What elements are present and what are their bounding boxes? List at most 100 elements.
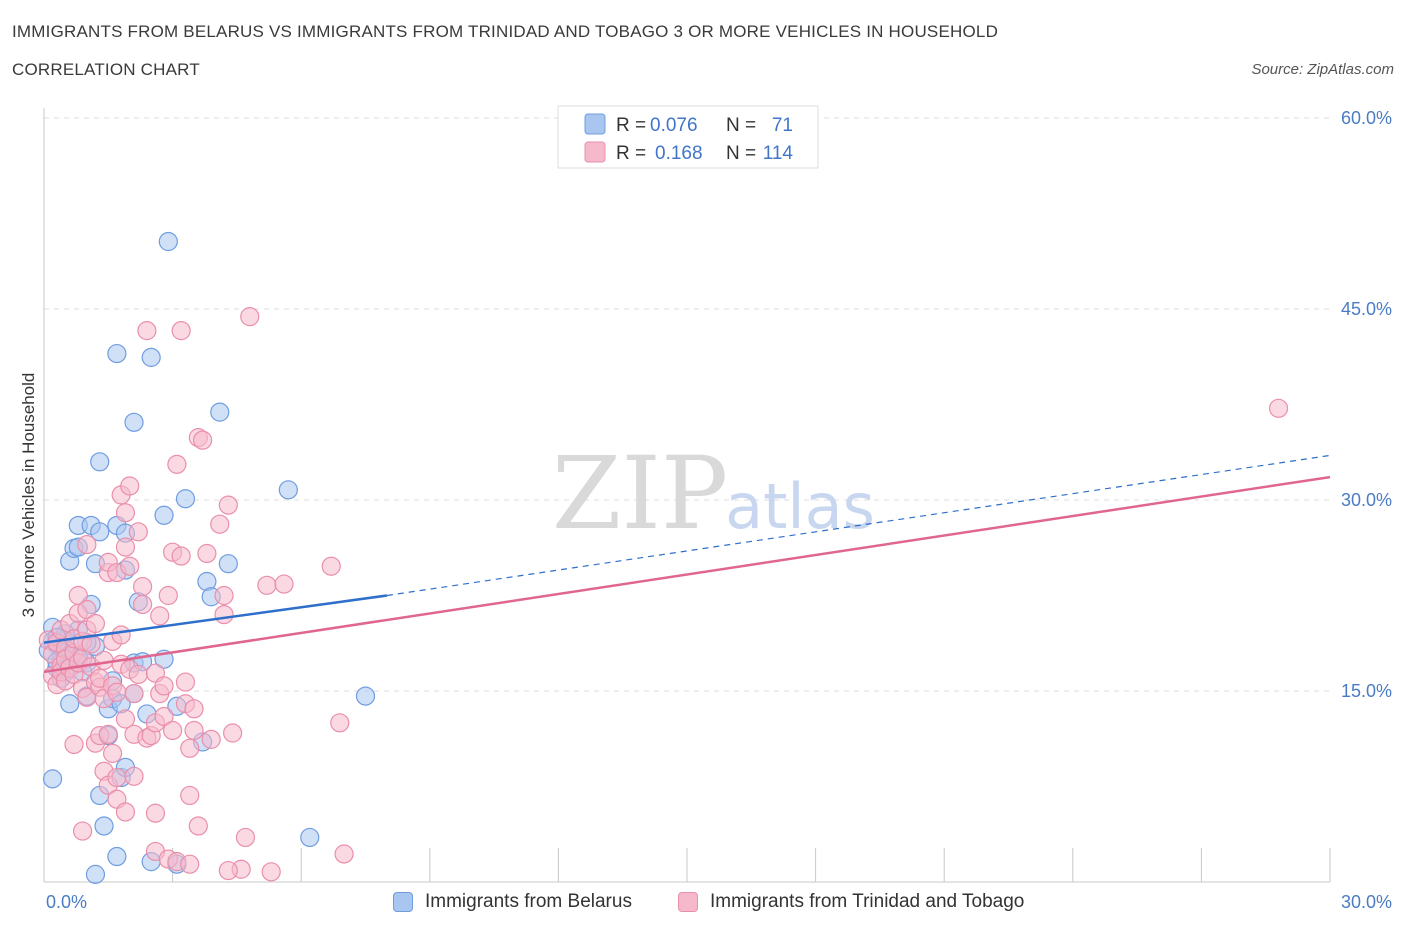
trinidad-point-77 <box>154 676 174 696</box>
belarus-point-47 <box>158 231 178 252</box>
trinidad-point-104 <box>235 827 256 848</box>
trinidad-point-88 <box>180 738 200 758</box>
trinidad-point-78 <box>158 585 178 606</box>
source-credit: Source: ZipAtlas.com <box>1251 61 1394 78</box>
legend-swatch-belarus <box>584 113 606 135</box>
trinidad-point-45 <box>102 743 123 763</box>
trinidad-point-112 <box>1268 398 1289 418</box>
trinidad-point-63 <box>128 664 148 685</box>
trinidad-point-71 <box>145 803 166 823</box>
belarus-point-24 <box>94 816 114 836</box>
trinidad-point-102 <box>223 723 243 743</box>
trinidad-point-42 <box>98 724 118 744</box>
trend-trinidad <box>43 475 1331 674</box>
belarus-point-50 <box>175 489 196 509</box>
trinidad-point-66 <box>132 594 153 615</box>
belarus-point-54 <box>210 402 230 422</box>
belarus-point-32 <box>107 846 127 867</box>
belarus-point-43 <box>141 347 161 367</box>
belarus-point-20 <box>85 864 106 884</box>
belarus-point-45 <box>154 505 174 525</box>
belarus-point-56 <box>278 480 298 500</box>
trinidad-point-61 <box>124 766 144 786</box>
legend-n-value-belarus: 71 <box>772 115 793 136</box>
trinidad-point-51 <box>111 625 131 645</box>
y-axis-label: 3 or more Vehicles in Household <box>19 373 38 618</box>
belarus-point-55 <box>218 554 238 574</box>
trinidad-point-23 <box>72 821 93 841</box>
bottom-legend: Immigrants from Belarus Immigrants from … <box>0 888 1406 918</box>
correlation-legend: R = 0.076 N = 71 R = 0.168 N = 114 <box>557 105 819 169</box>
trinidad-point-98 <box>210 514 230 534</box>
bottom-legend-swatch-belarus <box>393 892 413 912</box>
trinidad-point-74 <box>150 606 170 626</box>
legend-r-label-trinidad: R = <box>616 143 646 164</box>
trinidad-point-92 <box>184 699 204 719</box>
trinidad-point-105 <box>240 307 260 327</box>
trinidad-point-81 <box>163 720 183 741</box>
y-tick-label-0: 15.0% <box>1341 681 1392 701</box>
trinidad-point-47 <box>107 682 127 702</box>
trinidad-point-97 <box>201 729 221 749</box>
y-tick-label-1: 30.0% <box>1341 490 1392 510</box>
trinidad-point-90 <box>180 854 200 874</box>
trinidad-point-99 <box>214 604 234 625</box>
trinidad-point-30 <box>85 613 106 634</box>
trinidad-point-108 <box>321 556 341 576</box>
trinidad-point-57 <box>120 476 140 496</box>
x-tick-label-0: 0.0% <box>46 892 87 912</box>
legend-r-value-belarus: 0.076 <box>650 115 698 136</box>
y-tick-labels: 15.0% 30.0% 45.0% 60.0% <box>1341 108 1392 701</box>
bottom-legend-label-trinidad: Immigrants from Trinidad and Tobago <box>710 891 1025 912</box>
trinidad-point-58 <box>120 556 140 576</box>
trend-belarus-solid <box>43 594 388 644</box>
trinidad-point-22 <box>64 734 84 755</box>
trinidad-point-94 <box>193 430 213 450</box>
trinidad-point-67 <box>137 321 157 341</box>
trinidad-point-27 <box>77 599 97 620</box>
trinidad-point-37 <box>94 650 114 671</box>
legend-r-value-trinidad: 0.168 <box>655 143 703 164</box>
trinidad-point-55 <box>115 709 136 729</box>
legend-n-label-belarus: N = <box>726 115 756 136</box>
legend-n-value-trinidad: 114 <box>763 143 794 164</box>
trinidad-point-84 <box>171 321 191 341</box>
series-trinidad-points <box>38 307 1289 882</box>
belarus-point-10 <box>60 694 80 714</box>
watermark-zip: ZIP <box>552 435 728 552</box>
trinidad-point-53 <box>115 537 136 557</box>
x-tick-label-1: 30.0% <box>1341 892 1392 912</box>
trinidad-point-62 <box>124 683 144 704</box>
trinidad-point-65 <box>132 576 153 597</box>
belarus-point-23 <box>90 522 110 542</box>
trinidad-point-107 <box>274 574 294 594</box>
trinidad-point-54 <box>115 503 136 523</box>
bottom-legend-item-belarus: Immigrants from Belarus <box>393 888 632 916</box>
trinidad-point-85 <box>171 546 191 566</box>
trinidad-point-83 <box>167 454 187 474</box>
trinidad-point-106 <box>257 575 277 595</box>
trinidad-point-96 <box>197 543 217 564</box>
chart-title: IMMIGRANTS FROM BELARUS VS IMMIGRANTS FR… <box>12 22 999 41</box>
trinidad-point-113 <box>218 860 238 881</box>
gridlines <box>44 117 1330 692</box>
trinidad-point-76 <box>154 706 174 727</box>
trinidad-point-49 <box>107 767 127 788</box>
chart-subtitle: CORRELATION CHART <box>12 60 200 79</box>
trinidad-point-95 <box>188 816 208 836</box>
trinidad-point-64 <box>128 522 148 542</box>
legend-swatch-trinidad <box>584 141 606 163</box>
trinidad-point-89 <box>180 785 200 806</box>
y-tick-label-2: 45.0% <box>1341 299 1392 319</box>
trinidad-point-56 <box>115 802 136 822</box>
trinidad-point-100 <box>214 585 234 606</box>
trend-lines <box>43 454 1331 674</box>
trinidad-point-86 <box>175 672 196 692</box>
legend-n-label-trinidad: N = <box>726 143 756 164</box>
y-tick-label-3: 60.0% <box>1341 108 1392 128</box>
trinidad-point-109 <box>330 713 350 733</box>
bottom-legend-item-trinidad: Immigrants from Trinidad and Tobago <box>678 888 1024 916</box>
bottom-legend-swatch-trinidad <box>678 892 698 912</box>
trend-belarus-dashed <box>386 454 1331 597</box>
